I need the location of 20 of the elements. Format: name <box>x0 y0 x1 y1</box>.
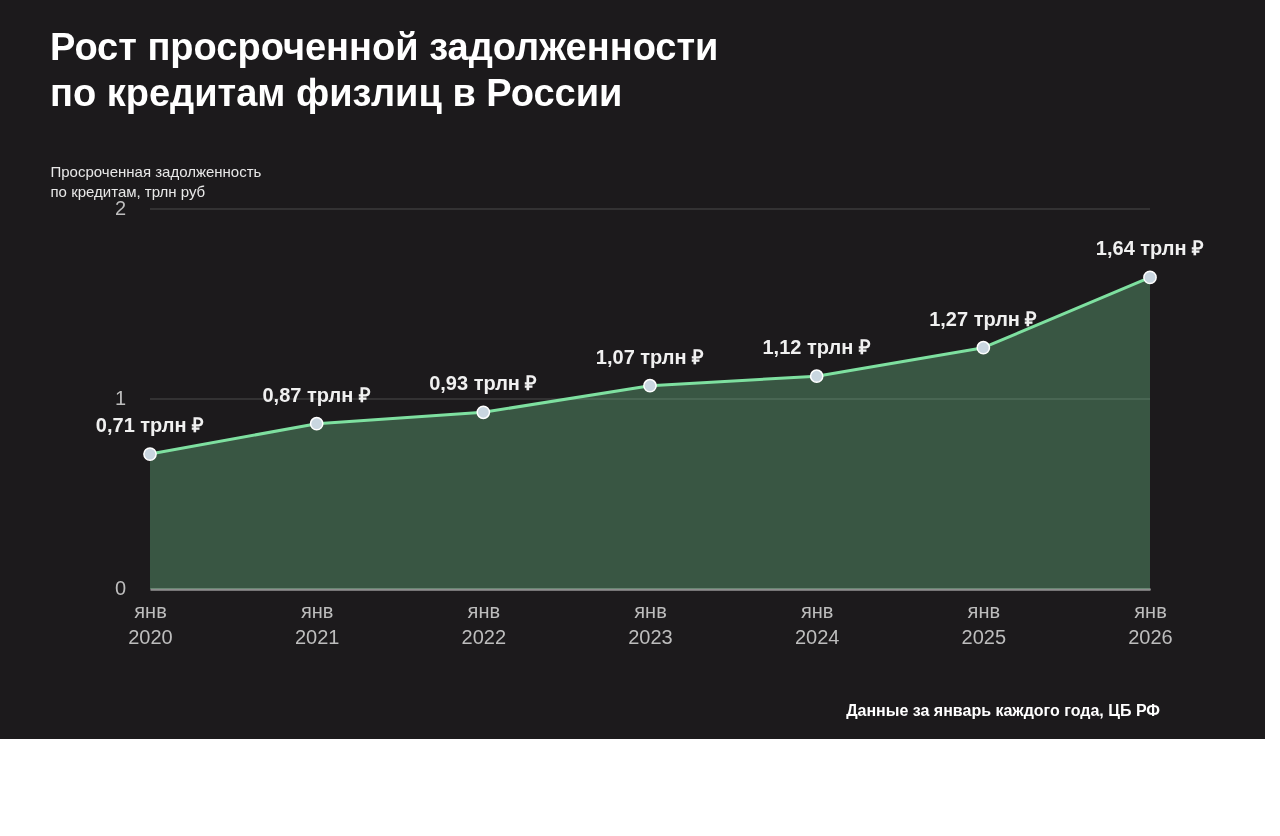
x-tick-label: янв 2025 <box>961 599 1007 648</box>
text: Данные за январь каждого года, ЦБ РФ <box>846 702 1161 719</box>
data-label: 0,93 трлн ₽ <box>429 372 538 395</box>
data-label: 0,71 трлн ₽ <box>95 414 205 437</box>
data-label: 0,87 трлн ₽ <box>262 383 371 406</box>
data-label: 1,12 трлн ₽ <box>762 336 871 359</box>
data-label: 1,27 трлн ₽ <box>929 307 1038 330</box>
chart-title: Рост просроченной задолженности по кредитам физлиц в России <box>50 26 719 114</box>
x-tick-label: янв 2023 <box>628 599 673 648</box>
x-tick-label: янв 2022 <box>461 599 507 648</box>
y-tick-label: 2 <box>114 197 126 219</box>
x-tick-label: янв 2021 <box>294 599 340 648</box>
data-label: 1,64 трлн ₽ <box>1095 237 1205 260</box>
x-tick-label: янв 2024 <box>794 599 840 648</box>
x-tick-label: янв 2026 <box>1128 599 1173 648</box>
data-label: 1,07 трлн ₽ <box>595 345 705 368</box>
y-tick-label: 1 <box>114 387 126 409</box>
x-tick-label: янв 2020 <box>128 599 173 648</box>
y-axis-title: Просроченная задолженность по кредитам, трлн руб <box>50 162 262 200</box>
y-tick-label: 0 <box>114 577 126 599</box>
